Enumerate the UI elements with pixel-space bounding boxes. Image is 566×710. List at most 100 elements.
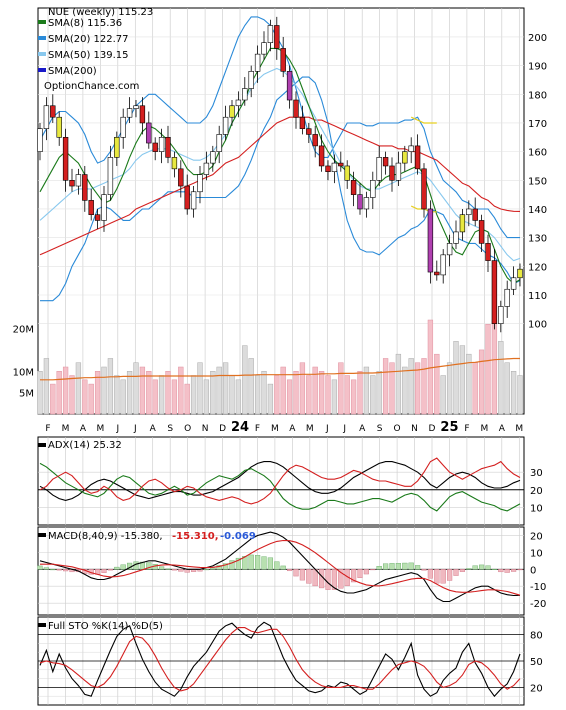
adx-panel-frame [37, 436, 525, 526]
month-label: J [115, 424, 119, 434]
volume-bar [133, 362, 139, 415]
macd-histogram-bar [376, 566, 382, 570]
adx-series-line [39, 462, 521, 512]
candle-body [120, 116, 126, 138]
candle-body [434, 271, 440, 276]
candle-body [440, 254, 446, 276]
macd-histogram-bar [472, 565, 478, 570]
candle-body [62, 136, 69, 181]
macd-histogram-bar [299, 569, 306, 581]
sma8-line [39, 47, 521, 285]
volume-tick-label: 20M [13, 325, 34, 336]
price-tick-label: 130 [528, 234, 547, 245]
macd-histogram-bar [498, 569, 504, 573]
macd-histogram-bar [351, 569, 357, 583]
macd-histogram-bar [120, 564, 126, 570]
macd-histogram-bar [331, 569, 338, 590]
month-label: F [45, 424, 50, 434]
volume-bar [466, 353, 472, 415]
candle-body [133, 105, 139, 109]
macd-histogram-bar [107, 569, 114, 571]
macd-histogram-bar [178, 569, 184, 572]
macd-tick-label: 0 [530, 565, 536, 576]
macd-histogram-bar [165, 568, 171, 570]
legend-swatch-sma200 [38, 68, 46, 72]
stochastic-lines [39, 621, 521, 698]
macd-histogram-bar [357, 569, 363, 578]
macd-histogram-bar [402, 562, 408, 570]
volume-tick-label: 10M [13, 367, 34, 378]
price-indicator-lines [39, 16, 521, 302]
month-label: F [255, 424, 260, 434]
candle-body [56, 116, 62, 138]
candle-body [75, 174, 82, 187]
candle-body [178, 168, 184, 187]
volume-bar [222, 362, 229, 415]
volume-bar [453, 341, 459, 415]
bollinger-upper-line [39, 16, 520, 239]
macd-histogram-bar [216, 565, 222, 570]
candle-body [152, 142, 158, 152]
volume-bar [357, 371, 363, 415]
macd-histogram-bar [511, 569, 517, 572]
stoch-title: Full STO %K(14) %D(5) [48, 621, 163, 632]
macd-histogram-bar [101, 569, 107, 573]
candle-body [235, 99, 242, 107]
volume-bar [293, 371, 299, 415]
volume-bar [299, 362, 306, 415]
macd-histogram-bar [485, 565, 491, 570]
volume-bar [325, 375, 331, 415]
stoch-series-line [39, 621, 521, 698]
macd-histogram-bar [517, 569, 523, 571]
macd-histogram-bar [210, 567, 216, 570]
volume-bar [504, 362, 510, 415]
volume-bar [306, 375, 312, 415]
macd-histogram-bar [267, 557, 274, 570]
candle-body [344, 165, 350, 181]
volume-bar [69, 375, 75, 415]
legend-sma200: SMA(200) [48, 66, 97, 77]
candle-body [312, 134, 318, 147]
macd-histogram-bar [222, 563, 229, 570]
candle-body [459, 214, 466, 233]
price-tick-label: 120 [528, 262, 547, 273]
month-label: A [80, 424, 87, 434]
volume-bar [434, 353, 440, 415]
volume-bar [190, 375, 197, 415]
macd-histogram-bar [50, 569, 56, 571]
macd-histogram-bar [421, 569, 427, 571]
volume-bar [395, 353, 402, 415]
month-label: O [184, 424, 191, 434]
month-label: M [271, 424, 279, 434]
month-label: J [342, 424, 346, 434]
macd-histogram-bar [261, 556, 267, 570]
candle-body [107, 157, 114, 195]
candle-body [472, 208, 478, 221]
macd-histogram-bar [325, 569, 331, 590]
volume-bar [440, 375, 446, 415]
macd-histogram-bar [248, 554, 254, 570]
candle-body [210, 151, 216, 164]
macd-histogram-bar [37, 565, 43, 570]
candle-body [478, 220, 485, 244]
macd-series-line [39, 531, 521, 603]
volume-bar [427, 319, 434, 415]
volume-bar [446, 362, 453, 415]
candle-body [126, 108, 133, 118]
volume-bar [82, 379, 88, 415]
volume-bar [331, 379, 338, 415]
volume-bar [120, 379, 126, 415]
candle-body [222, 116, 229, 135]
price-tick-label: 140 [528, 205, 547, 216]
volume-bar [242, 345, 248, 415]
month-label: D [429, 424, 436, 434]
candle-body [498, 306, 504, 324]
candle-body [402, 151, 408, 164]
macd-series-line [40, 539, 521, 596]
price-tick-label: 100 [528, 320, 547, 331]
candle-body [94, 214, 101, 221]
volume-sma-line [40, 357, 520, 381]
macd-histogram-bar [56, 569, 62, 571]
candle-body [37, 128, 43, 152]
candle-body [427, 208, 434, 273]
